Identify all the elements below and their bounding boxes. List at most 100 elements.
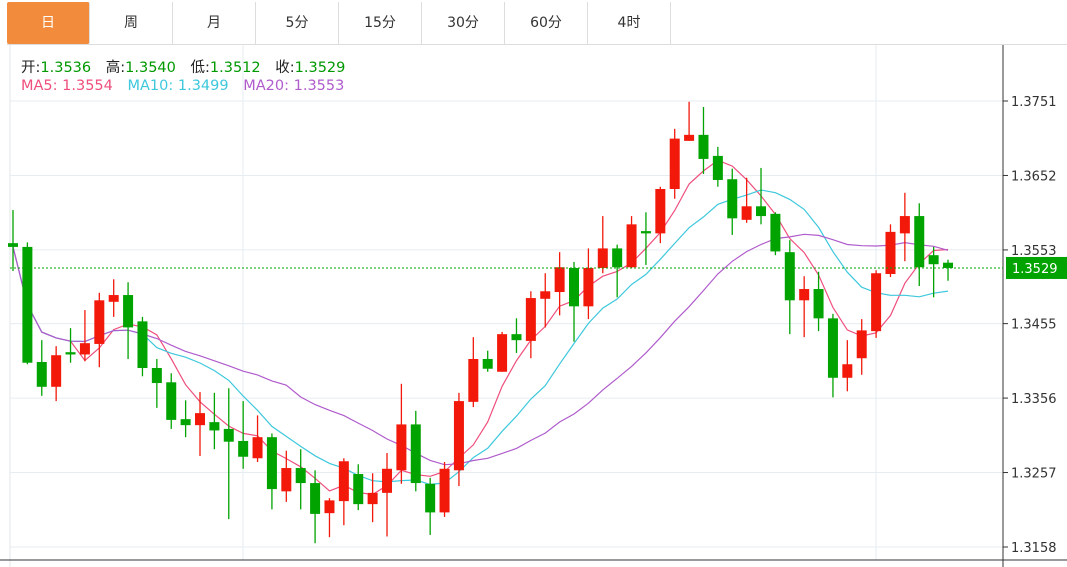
current-price-badge [1006, 256, 1067, 279]
candle [425, 477, 436, 535]
candle-body [396, 424, 407, 471]
candle-body [223, 428, 234, 442]
tab-60min[interactable]: 60分 [505, 2, 588, 44]
candle-body [540, 291, 551, 299]
y-tick-label: 1.3553 [1011, 244, 1057, 259]
candle-body [525, 298, 536, 341]
close-value: 1.3529 [294, 60, 346, 76]
candle [813, 271, 824, 332]
candle-body [36, 361, 47, 387]
candle [928, 246, 939, 298]
ma10-line [12, 189, 949, 486]
candle-body [928, 255, 939, 265]
candle [123, 282, 134, 359]
candle [827, 313, 838, 398]
candle-body [94, 300, 105, 344]
y-tick-label: 1.3455 [1011, 318, 1057, 333]
candle [238, 401, 249, 469]
ma5-legend: MA5: 1.3554 [21, 78, 113, 94]
current-price-label: 1.3529 [1012, 262, 1058, 277]
candle [799, 276, 810, 338]
candle [281, 450, 292, 502]
candle-body [295, 468, 306, 484]
candle [784, 240, 795, 335]
candle [770, 212, 781, 256]
candle-body [180, 419, 191, 426]
candle [468, 337, 479, 408]
candle-body [871, 273, 882, 332]
candle [943, 259, 954, 281]
candle-body [511, 334, 522, 341]
candle [65, 328, 76, 363]
candle-body [410, 424, 421, 484]
candle [899, 192, 910, 262]
candle-body [65, 352, 76, 355]
candle [698, 107, 709, 174]
candle-body [943, 262, 954, 268]
candle-body [209, 422, 220, 431]
candle [842, 340, 853, 392]
candle [252, 415, 263, 463]
candle-body [842, 364, 853, 378]
candle-body [727, 179, 738, 219]
candle-body [439, 468, 450, 513]
low-label: 低: [190, 60, 210, 76]
candle [223, 388, 234, 520]
candle [36, 340, 47, 396]
candle-body [813, 289, 824, 319]
candle [871, 270, 882, 338]
open-label: 开: [21, 60, 41, 76]
candle [382, 452, 393, 537]
candle [583, 248, 594, 320]
tab-day[interactable]: 日 [7, 2, 90, 44]
candle [439, 462, 450, 517]
candle [396, 383, 407, 484]
candle-body [338, 461, 349, 502]
candle [727, 168, 738, 235]
high-label: 高: [105, 60, 126, 76]
candle [756, 167, 767, 225]
candle-body [698, 134, 709, 159]
candle-body [166, 382, 177, 420]
tab-15min[interactable]: 15分 [339, 2, 422, 44]
candle-body [856, 330, 867, 359]
open-value: 1.3536 [40, 60, 92, 76]
tab-week[interactable]: 周 [90, 2, 173, 44]
candle-body [799, 289, 810, 301]
candle-body [151, 367, 162, 384]
tab-month[interactable]: 月 [173, 2, 256, 44]
ma-legend: MA5: 1.3554 MA10: 1.3499 MA20: 1.3553 [21, 78, 354, 94]
candle [525, 291, 536, 359]
candle [597, 216, 608, 274]
candle [540, 273, 551, 328]
candle [741, 177, 752, 223]
candle [137, 316, 148, 377]
candle [108, 279, 119, 317]
candle [79, 310, 90, 362]
candle-body [266, 437, 277, 490]
candle-body [108, 295, 119, 302]
tab-4hour[interactable]: 4时 [588, 2, 671, 44]
candle-body [22, 246, 33, 363]
candle [367, 473, 378, 523]
y-tick-label: 1.3257 [1011, 467, 1057, 482]
candle [684, 101, 695, 141]
candle-body [79, 343, 90, 355]
tab-5min[interactable]: 5分 [256, 2, 339, 44]
candle [554, 252, 565, 316]
candle-body [324, 500, 335, 514]
y-tick-label: 1.3158 [1011, 541, 1057, 556]
candle-body [914, 216, 925, 268]
tab-30min[interactable]: 30分 [422, 2, 505, 44]
candle-body [569, 267, 580, 307]
period-tabs: 日 周 月 5分 15分 30分 60分 4时 [7, 2, 1067, 45]
candle [482, 350, 493, 372]
candle-body [684, 134, 695, 141]
ma20-legend: MA20: 1.3553 [243, 78, 345, 94]
candle-body [382, 468, 393, 493]
candle-body [612, 248, 623, 268]
candle [209, 392, 220, 450]
candle-body [252, 437, 263, 459]
candle [295, 449, 306, 510]
candle-body [468, 358, 479, 402]
